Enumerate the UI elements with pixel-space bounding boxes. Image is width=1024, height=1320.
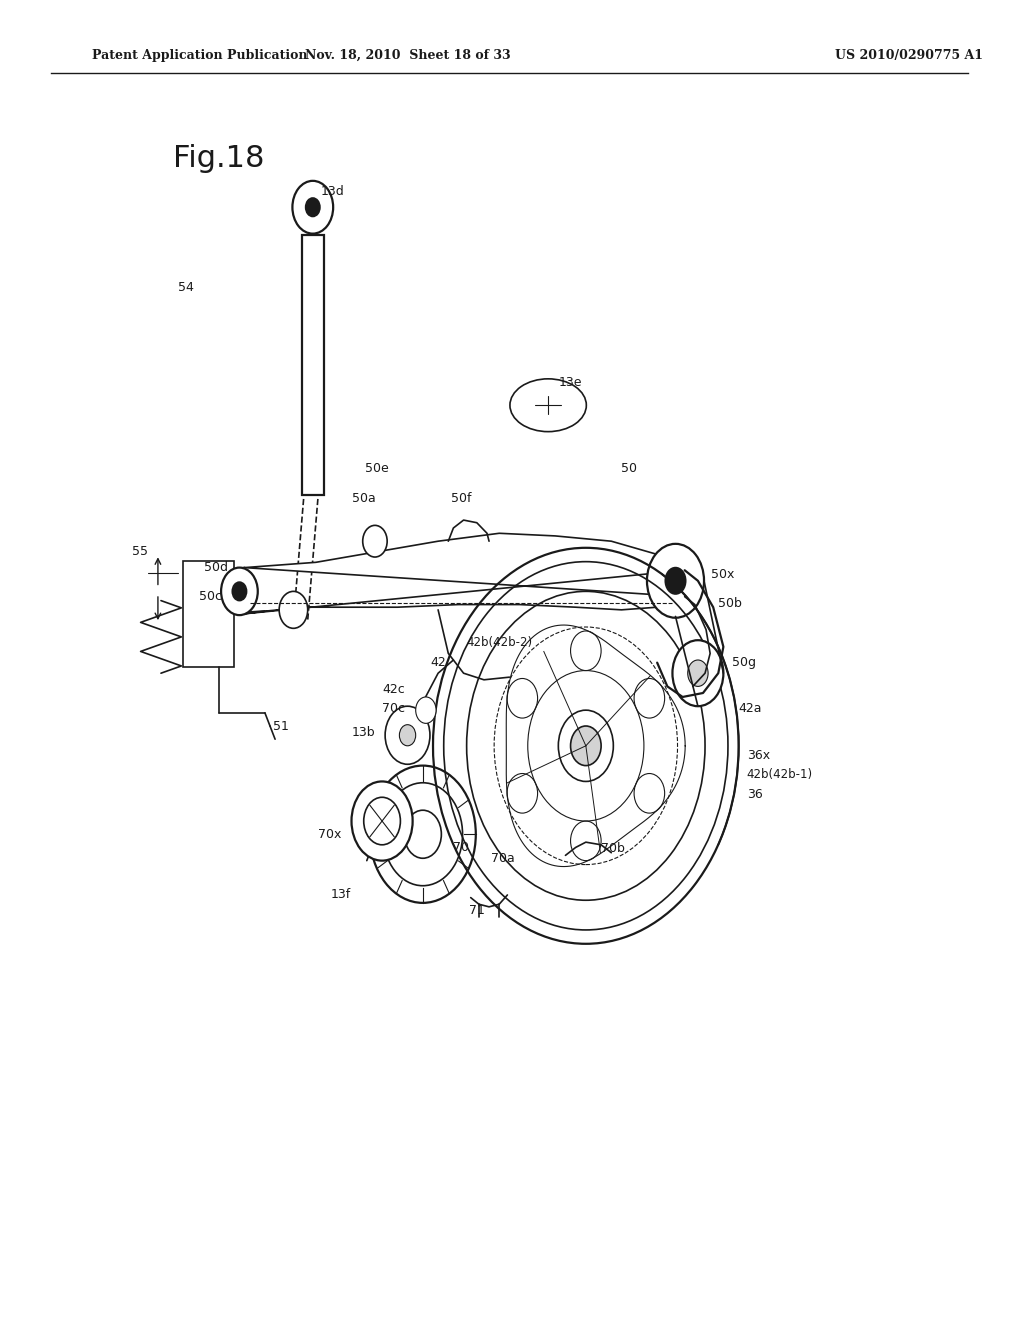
Text: 13b: 13b — [351, 726, 375, 739]
Text: Patent Application Publication: Patent Application Publication — [92, 49, 307, 62]
Polygon shape — [183, 561, 234, 667]
Circle shape — [385, 706, 430, 764]
Text: Nov. 18, 2010  Sheet 18 of 33: Nov. 18, 2010 Sheet 18 of 33 — [305, 49, 510, 62]
Text: Fig.18: Fig.18 — [173, 144, 265, 173]
Circle shape — [558, 710, 613, 781]
Circle shape — [634, 774, 665, 813]
Circle shape — [293, 181, 333, 234]
Text: 36x: 36x — [746, 748, 770, 762]
Circle shape — [399, 725, 416, 746]
Text: 50f: 50f — [452, 492, 472, 506]
Text: 50e: 50e — [365, 462, 388, 475]
Circle shape — [570, 821, 601, 861]
Circle shape — [673, 640, 723, 706]
Text: 50x: 50x — [711, 568, 734, 581]
Text: 42b(42b-1): 42b(42b-1) — [746, 768, 813, 781]
Circle shape — [570, 631, 601, 671]
Text: 50b: 50b — [718, 597, 742, 610]
Text: 42b(42b-2): 42b(42b-2) — [467, 636, 532, 649]
Circle shape — [416, 697, 436, 723]
Text: 54: 54 — [178, 281, 195, 294]
Text: 13e: 13e — [558, 376, 582, 389]
Circle shape — [280, 591, 307, 628]
Text: 55: 55 — [132, 545, 148, 558]
Circle shape — [232, 582, 247, 601]
Text: 71: 71 — [469, 904, 484, 917]
Circle shape — [351, 781, 413, 861]
Text: 42: 42 — [430, 656, 445, 669]
Ellipse shape — [510, 379, 587, 432]
Text: 42c: 42c — [382, 682, 404, 696]
Text: 70b: 70b — [601, 842, 625, 855]
Text: 51: 51 — [273, 719, 289, 733]
Circle shape — [221, 568, 258, 615]
Text: 36: 36 — [746, 788, 763, 801]
Text: 50c: 50c — [199, 590, 221, 603]
Text: 70: 70 — [454, 841, 469, 854]
Text: 13f: 13f — [331, 888, 351, 902]
Circle shape — [666, 568, 686, 594]
Text: 50: 50 — [622, 462, 638, 475]
Polygon shape — [245, 533, 685, 614]
Circle shape — [507, 678, 538, 718]
Circle shape — [507, 774, 538, 813]
Circle shape — [305, 198, 319, 216]
FancyBboxPatch shape — [302, 235, 324, 495]
Circle shape — [404, 810, 441, 858]
Text: 13d: 13d — [321, 185, 345, 198]
Text: 50d: 50d — [204, 561, 227, 574]
Text: 50g: 50g — [731, 656, 756, 669]
Circle shape — [647, 544, 705, 618]
Text: 70c: 70c — [382, 702, 406, 715]
Circle shape — [688, 660, 709, 686]
Text: 70x: 70x — [317, 828, 341, 841]
Circle shape — [634, 678, 665, 718]
Text: 42a: 42a — [738, 702, 762, 715]
Text: US 2010/0290775 A1: US 2010/0290775 A1 — [836, 49, 983, 62]
Circle shape — [362, 525, 387, 557]
Circle shape — [570, 726, 601, 766]
Circle shape — [364, 797, 400, 845]
Text: 50a: 50a — [351, 492, 375, 506]
Text: 70a: 70a — [492, 851, 515, 865]
